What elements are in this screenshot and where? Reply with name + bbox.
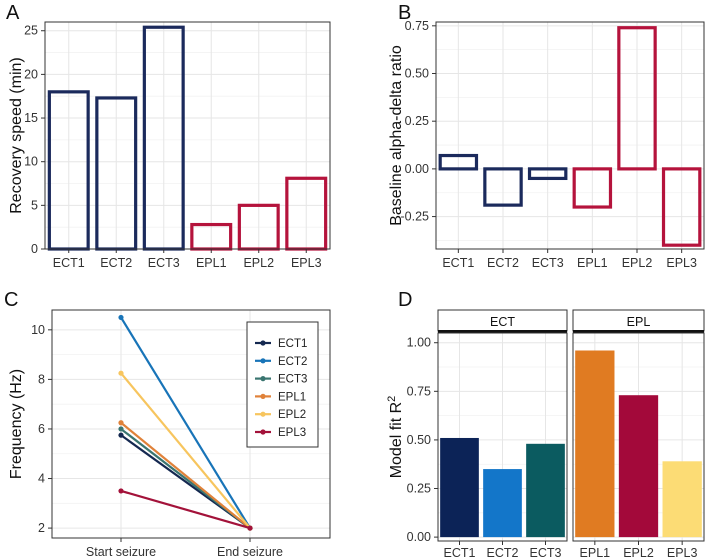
plot-frame <box>437 332 568 542</box>
legend-key-point <box>260 358 266 364</box>
panel-letter-d: D <box>398 289 412 311</box>
y-axis-label-main: Model fit R <box>388 402 405 478</box>
y-tick-label: -0.25 <box>401 210 430 224</box>
legend-key-point <box>260 393 266 399</box>
point-epl1 <box>118 420 124 426</box>
y-tick-label: 10 <box>24 155 38 169</box>
y-tick-label: 20 <box>24 67 38 81</box>
x-tick-label: ECT3 <box>530 546 562 560</box>
bar-ect3 <box>527 167 568 181</box>
y-tick-label: 0.75 <box>407 384 431 398</box>
bar-ect3 <box>526 443 565 538</box>
plot-frame <box>51 309 331 539</box>
legend-label: EPL2 <box>278 409 306 421</box>
legend-key-point <box>260 340 266 346</box>
panel-d-chart: ECT ECT1 ECT2 ECT3 EPL EPL1 EPL2 EPL3 0.00 0.25 0.… <box>386 309 705 560</box>
bar-ect2 <box>483 469 522 538</box>
x-tick-label: EPL1 <box>577 256 608 270</box>
x-tick-label: EPL3 <box>667 546 698 560</box>
y-axis-label-superscript: 2 <box>386 396 398 402</box>
x-tick-label: ECT1 <box>53 256 85 270</box>
legend-label: EPL3 <box>278 427 306 439</box>
y-tick-label: 10 <box>31 323 45 337</box>
bar-epl3 <box>662 461 702 538</box>
point-ect3 <box>118 426 124 432</box>
x-tick-label: EPL1 <box>196 256 227 270</box>
x-tick-label: EPL2 <box>623 546 654 560</box>
y-axis-label: Recovery speed (min) <box>8 57 25 214</box>
point-ect1 <box>118 432 124 438</box>
y-tick-label: 0 <box>31 242 38 256</box>
x-tick-label: Start seizure <box>86 545 156 559</box>
y-axis-label: Model fit R2 <box>386 396 405 479</box>
legend-label: ECT2 <box>278 356 307 368</box>
y-tick-label: 6 <box>38 422 45 436</box>
panel-c-chart: 2 4 6 8 10 Start seizure End seizure Frequency … <box>8 309 331 559</box>
x-tick-label: EPL2 <box>243 256 274 270</box>
x-tick-label: EPL3 <box>666 256 697 270</box>
series-line-epl1 <box>120 421 251 529</box>
plot-frame <box>572 332 705 542</box>
y-tick-label: 0.75 <box>405 19 429 33</box>
series-line-ect2 <box>120 316 251 529</box>
y-tick-label: 1.00 <box>407 336 431 350</box>
x-tick-label: ECT2 <box>487 546 519 560</box>
x-tick-label: EPL3 <box>291 256 322 270</box>
bar-ect2 <box>483 167 523 207</box>
y-tick-label: 5 <box>31 198 38 212</box>
x-tick-label: ECT1 <box>444 546 476 560</box>
panel-letter-a: A <box>6 2 20 24</box>
legend: ECT1 ECT2 ECT3 EPL1 EPL2 EPL3 <box>246 321 319 448</box>
y-tick-label: 0.50 <box>407 433 431 447</box>
y-tick-label: 4 <box>38 472 45 486</box>
legend-label: ECT3 <box>278 374 307 386</box>
y-tick-label: 0.00 <box>405 162 429 176</box>
panel-letter-c: C <box>4 289 18 311</box>
point-epl3 <box>118 488 124 494</box>
facet-label: EPL <box>627 315 651 329</box>
x-tick-label: ECT2 <box>487 256 519 270</box>
y-axis-label: Baseline alpha-delta ratio <box>388 45 405 226</box>
plot-frame <box>44 21 331 250</box>
plot-frame <box>435 21 705 250</box>
y-tick-label: 0.50 <box>405 67 429 81</box>
legend-label: ECT1 <box>278 338 307 350</box>
legend-key-point <box>260 376 266 382</box>
y-tick-label: 0.25 <box>407 482 431 496</box>
series-line-epl2 <box>120 372 251 529</box>
series-line-epl3 <box>120 489 251 530</box>
panel-b-chart: -0.25 0.00 0.25 0.50 0.75 ECT1 ECT2 ECT3 EPL1 EPL… <box>388 19 705 270</box>
legend-label: EPL1 <box>278 391 306 403</box>
bar-epl2 <box>618 395 659 538</box>
y-tick-label: 25 <box>24 24 38 38</box>
facet-label: ECT <box>490 315 515 329</box>
x-tick-label: EPL2 <box>622 256 653 270</box>
bar-epl3 <box>661 167 702 247</box>
bar-epl2 <box>617 26 657 171</box>
y-tick-label: 15 <box>24 111 38 125</box>
panel-letter-b: B <box>398 2 411 24</box>
bar-epl1 <box>572 167 613 209</box>
y-tick-label: 0.00 <box>407 530 431 544</box>
y-tick-label: 2 <box>38 521 45 535</box>
y-tick-label: 0.25 <box>405 114 429 128</box>
y-axis-label: Frequency (Hz) <box>8 369 25 479</box>
legend-key-point <box>260 429 266 435</box>
x-tick-label: ECT3 <box>532 256 564 270</box>
x-tick-label: EPL1 <box>580 546 611 560</box>
bar-ect1 <box>440 437 479 538</box>
x-tick-label: ECT2 <box>100 256 132 270</box>
point-epl2 <box>118 370 124 376</box>
point-ect2 <box>118 314 124 321</box>
x-tick-label: End seizure <box>217 545 283 559</box>
point-epl3 <box>247 525 253 531</box>
bar-epl1 <box>575 350 615 538</box>
legend-key-point <box>260 411 266 417</box>
x-tick-label: ECT1 <box>442 256 474 270</box>
panel-a-chart: 0 5 10 15 20 25 ECT1 ECT2 ECT3 EPL1 EPL2 EPL3 Recove… <box>8 21 331 270</box>
bar-ect1 <box>438 153 479 171</box>
x-tick-label: ECT3 <box>148 256 180 270</box>
y-tick-label: 8 <box>38 372 45 386</box>
